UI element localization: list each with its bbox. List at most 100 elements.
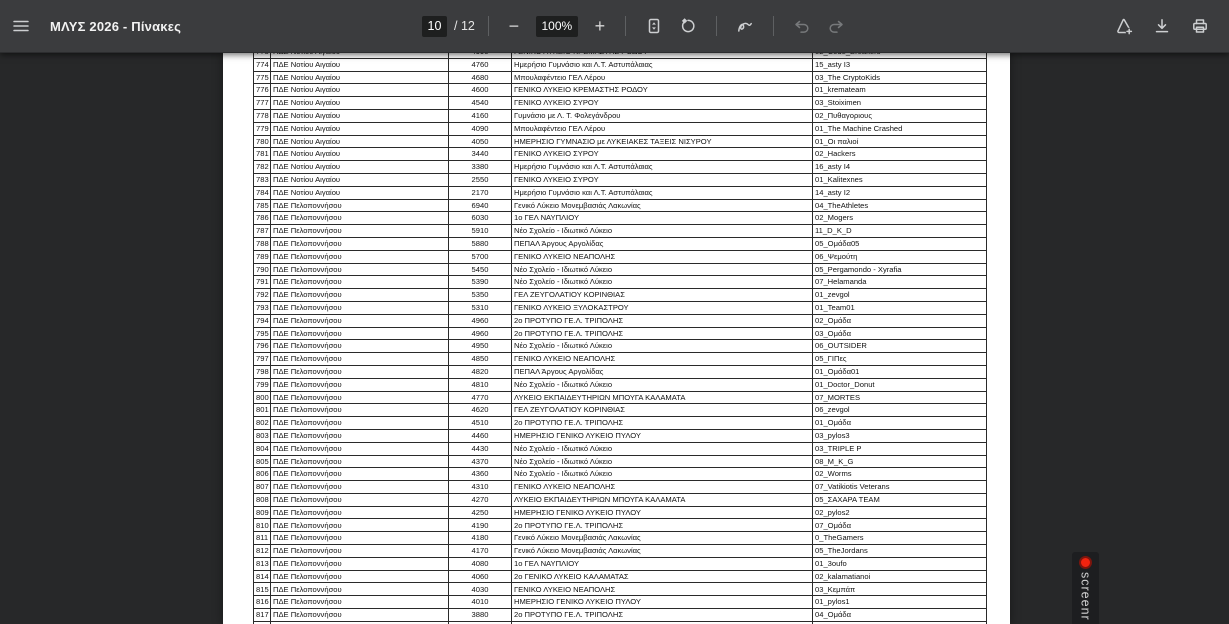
cell-rank: 788 xyxy=(253,236,271,251)
table-row: 799 ΠΔΕ Πελοποννήσου 4810 Νέο Σχολείο - Ιδι… xyxy=(253,377,987,392)
annotate-button[interactable] xyxy=(730,11,760,41)
cell-region: ΠΔΕ Πελοποννήσου xyxy=(270,582,449,597)
cell-region: ΠΔΕ Νοτίου Αιγαίου xyxy=(270,185,449,200)
cell-school: ΠΕΠΑΛ Άργους Αργολίδας xyxy=(511,236,813,251)
cell-score: 4680 xyxy=(448,70,512,85)
cell-region: ΠΔΕ Νοτίου Αιγαίου xyxy=(270,96,449,110)
cell-score: 4960 xyxy=(448,326,512,341)
table-row: 780 ΠΔΕ Νοτίου Αιγαίου 4050 ΗΜΕΡΗΣΙΟ ΓΥΜΝΑΣ… xyxy=(253,134,987,149)
cell-school: ΗΜΕΡΗΣΙΟ ΓΕΝΙΚΟ ΛΥΚΕΙΟ ΠΥΛΟΥ xyxy=(511,595,813,610)
hamburger-icon xyxy=(12,17,30,35)
cell-school: ΓΕΝΙΚΟ ΛΥΚΕΙΟ ΝΕΑΠΟΛΗΣ xyxy=(511,352,813,366)
cell-rank: 806 xyxy=(253,467,271,482)
zoom-level-display[interactable]: 100% xyxy=(535,15,578,37)
cell-rank: 812 xyxy=(253,544,271,558)
cell-score: 4250 xyxy=(448,505,512,520)
cell-region: ΠΔΕ Νοτίου Αιγαίου xyxy=(270,134,449,149)
cell-team: 01_pylos1 xyxy=(812,595,987,610)
save-to-drive-button[interactable] xyxy=(1109,11,1139,41)
cell-rank: 798 xyxy=(253,364,271,379)
cell-region: ΠΔΕ Πελοποννήσου xyxy=(270,313,449,328)
table-row: 775 ΠΔΕ Νοτίου Αιγαίου 4680 Μπουλαφέντειο Γ… xyxy=(253,70,987,85)
cell-region: ΠΔΕ Πελοποννήσου xyxy=(270,377,449,392)
page-number-input[interactable] xyxy=(422,15,447,37)
redo-icon xyxy=(827,17,845,35)
fit-to-page-button[interactable] xyxy=(639,11,669,41)
table-row: 794 ΠΔΕ Πελοποννήσου 4960 2ο ΠΡΟΤΥΠΟ ΓΕ.Λ. … xyxy=(253,313,987,328)
cell-score: 5310 xyxy=(448,300,512,315)
cell-rank: 804 xyxy=(253,441,271,456)
cell-score: 3880 xyxy=(448,608,512,622)
cell-school: 1ο ΓΕΛ ΝΑΥΠΛΙΟΥ xyxy=(511,556,813,571)
cell-score: 2170 xyxy=(448,185,512,200)
cell-team: 07_Vatikiotis Veterans xyxy=(812,480,987,494)
cell-score: 3380 xyxy=(448,160,512,174)
cell-score: 4760 xyxy=(448,57,512,72)
cell-rank: 816 xyxy=(253,595,271,610)
undo-button[interactable] xyxy=(787,11,817,41)
cell-school: Νέο Σχολείο - Ιδιωτικό Λύκειο xyxy=(511,275,813,290)
cell-score: 4060 xyxy=(448,569,512,584)
cell-region: ΠΔΕ Πελοποννήσου xyxy=(270,352,449,366)
cell-school: 1ο ΓΕΛ ΝΑΥΠΛΙΟΥ xyxy=(511,211,813,226)
cell-school: Νέο Σχολείο - Ιδιωτικό Λύκειο xyxy=(511,441,813,456)
cell-rank: 776 xyxy=(253,83,271,98)
cell-score: 4430 xyxy=(448,441,512,456)
fit-to-page-icon xyxy=(645,17,663,35)
cell-score: 4310 xyxy=(448,480,512,494)
cell-region: ΠΔΕ Πελοποννήσου xyxy=(270,416,449,430)
cell-region: ΠΔΕ Πελοποννήσου xyxy=(270,608,449,622)
cell-team: 04_TheAthletes xyxy=(812,198,987,213)
menu-button[interactable] xyxy=(6,11,36,41)
recorder-label: screenr xyxy=(1078,572,1093,621)
cell-team: 02_Πυθαγοριους xyxy=(812,108,987,123)
cell-score: 4950 xyxy=(448,339,512,354)
cell-school: 2ο ΠΡΟΤΥΠΟ ΓΕ.Λ. ΤΡΙΠΟΛΗΣ xyxy=(511,313,813,328)
print-button[interactable] xyxy=(1185,11,1215,41)
rotate-button[interactable] xyxy=(673,11,703,41)
cell-school: ΗΜΕΡΗΣΙΟ ΓΕΝΙΚΟ ΛΥΚΕΙΟ ΠΥΛΟΥ xyxy=(511,505,813,520)
table-row: 808 ΠΔΕ Πελοποννήσου 4270 ΛΥΚΕΙΟ ΕΚΠΑΙΔΕΥΤΗ… xyxy=(253,492,987,507)
cell-rank: 792 xyxy=(253,288,271,302)
cell-school: Ημερήσιο Γυμνάσιο και Λ.Τ. Αστυπάλαιας xyxy=(511,160,813,174)
page-count-label: / 12 xyxy=(454,19,475,33)
cell-region: ΠΔΕ Νοτίου Αιγαίου xyxy=(270,108,449,123)
cell-school: 2ο ΠΡΟΤΥΠΟ ΓΕ.Λ. ΤΡΙΠΟΛΗΣ xyxy=(511,416,813,430)
cell-rank: 786 xyxy=(253,211,271,226)
cell-school: ΠΕΠΑΛ Άργους Αργολίδας xyxy=(511,364,813,379)
cell-region: ΠΔΕ Νοτίου Αιγαίου xyxy=(270,70,449,85)
table-row: 782 ΠΔΕ Νοτίου Αιγαίου 3380 Ημερήσιο Γυμνάσ… xyxy=(253,160,987,174)
cell-school: Γενικό Λύκειο Μονεμβασιάς Λακωνίας xyxy=(511,544,813,558)
cell-score: 5350 xyxy=(448,288,512,302)
cell-school: Μπουλαφέντειο ΓΕΛ Λέρου xyxy=(511,121,813,136)
table-row: 779 ΠΔΕ Νοτίου Αιγαίου 4090 Μπουλαφέντειο Γ… xyxy=(253,121,987,136)
cell-score: 4460 xyxy=(448,428,512,443)
cell-school: Νέο Σχολείο - Ιδιωτικό Λύκειο xyxy=(511,262,813,277)
table-row: 786 ΠΔΕ Πελοποννήσου 6030 1ο ΓΕΛ ΝΑΥΠΛΙΟΥ 02… xyxy=(253,211,987,226)
cell-region: ΠΔΕ Πελοποννήσου xyxy=(270,198,449,213)
screen-recorder-badge[interactable]: screenr xyxy=(1072,552,1099,624)
cell-score: 4360 xyxy=(448,467,512,482)
cell-score: 4030 xyxy=(448,582,512,597)
cell-rank: 799 xyxy=(253,377,271,392)
cell-score: 2550 xyxy=(448,172,512,187)
download-button[interactable] xyxy=(1147,11,1177,41)
cell-team: 02_Mogers xyxy=(812,211,987,226)
cell-team: 02_kalamatianoi xyxy=(812,569,987,584)
cell-region: ΠΔΕ Πελοποννήσου xyxy=(270,569,449,584)
cell-score: 4820 xyxy=(448,364,512,379)
cell-score: 4370 xyxy=(448,454,512,469)
cell-region: ΠΔΕ Πελοποννήσου xyxy=(270,480,449,494)
cell-score: 4770 xyxy=(448,390,512,405)
record-dot-icon xyxy=(1079,556,1092,569)
redo-button[interactable] xyxy=(821,11,851,41)
zoom-out-button[interactable]: − xyxy=(502,11,526,41)
table-row: 806 ΠΔΕ Πελοποννήσου 4360 Νέο Σχολείο - Ιδι… xyxy=(253,467,987,482)
cell-score: 4090 xyxy=(448,121,512,136)
zoom-in-button[interactable]: + xyxy=(588,11,612,41)
cell-school: Μπουλαφέντειο ΓΕΛ Λέρου xyxy=(511,70,813,85)
cell-rank: 794 xyxy=(253,313,271,328)
cell-team: 01_Doctor_Donut xyxy=(812,377,987,392)
cell-school: ΓΕΝΙΚΟ ΛΥΚΕΙΟ ΝΕΑΠΟΛΗΣ xyxy=(511,582,813,597)
cell-region: ΠΔΕ Πελοποννήσου xyxy=(270,505,449,520)
